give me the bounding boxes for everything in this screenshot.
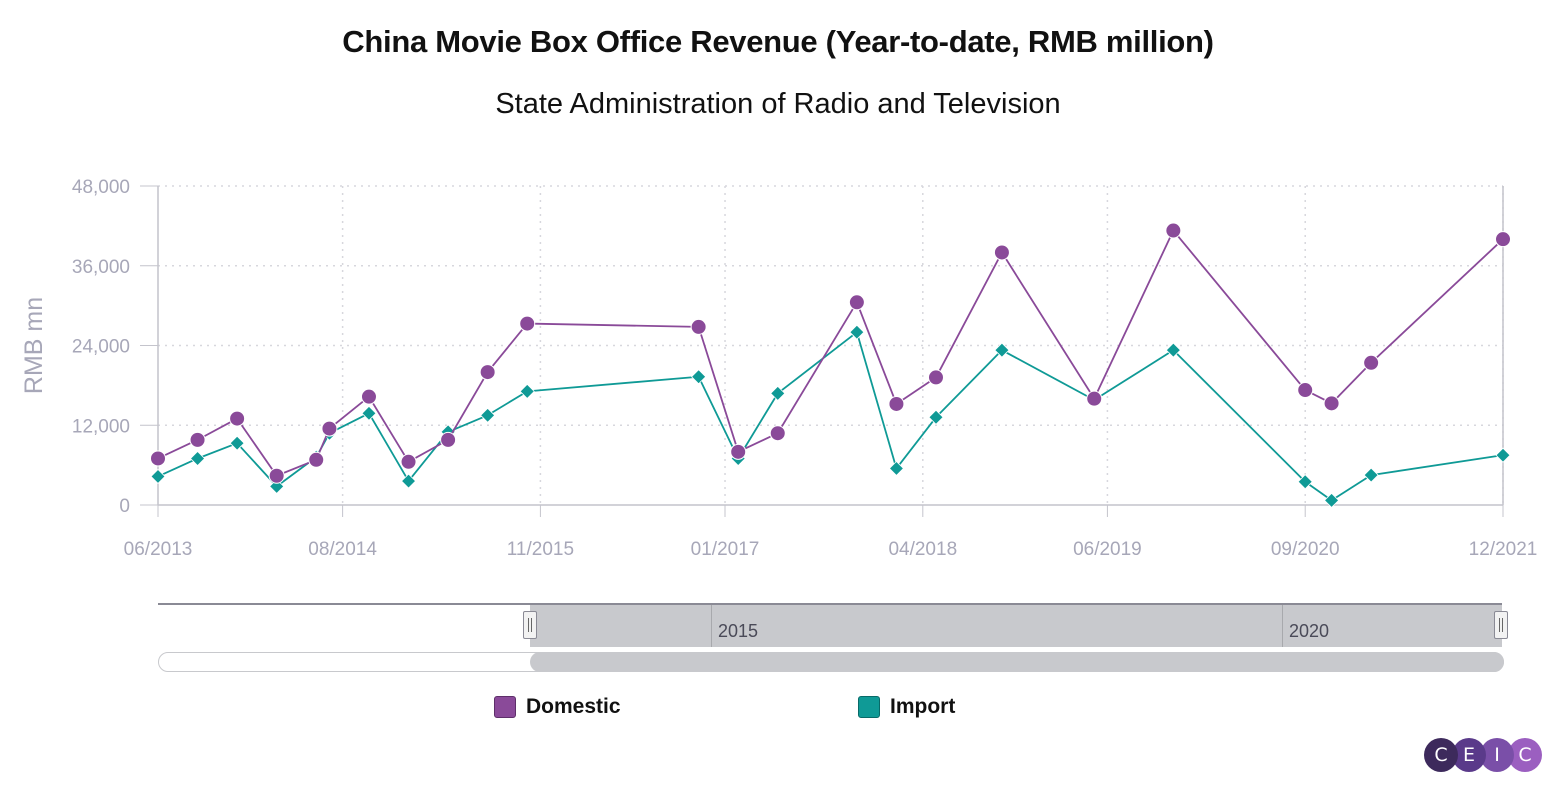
logo-letter: E xyxy=(1452,738,1486,772)
data-point-import xyxy=(928,409,944,425)
data-point-domestic xyxy=(1165,222,1182,239)
data-point-domestic xyxy=(1363,354,1380,371)
data-point-domestic xyxy=(730,443,747,460)
data-point-domestic xyxy=(360,388,377,405)
data-point-domestic xyxy=(888,395,905,412)
navigator-unselected-range xyxy=(158,603,530,647)
navigator-label-2020: 2020 xyxy=(1289,621,1330,641)
data-point-import xyxy=(994,342,1010,358)
data-point-domestic xyxy=(189,431,206,448)
x-tick-label: 11/2015 xyxy=(507,539,574,560)
y-axis-title: RMB mn xyxy=(20,297,48,394)
data-point-domestic xyxy=(268,467,285,484)
logo-letter: C xyxy=(1424,738,1458,772)
y-tick-label: 48,000 xyxy=(72,177,130,198)
data-point-domestic xyxy=(479,364,496,381)
chart-subtitle: State Administration of Radio and Televi… xyxy=(495,88,1061,120)
x-tick-label: 04/2018 xyxy=(888,539,957,560)
data-point-domestic xyxy=(1323,395,1340,412)
range-navigator[interactable]: 2015 2020 xyxy=(158,603,1508,647)
data-point-domestic xyxy=(519,315,536,332)
data-point-import xyxy=(849,324,865,340)
data-point-import xyxy=(1165,342,1181,358)
data-point-import xyxy=(1297,474,1313,490)
data-point-domestic xyxy=(927,369,944,386)
navigator-right-handle[interactable] xyxy=(1494,611,1508,639)
data-point-domestic xyxy=(150,450,166,467)
data-point-import xyxy=(150,468,166,484)
data-point-import xyxy=(361,405,377,421)
x-tick-label: 01/2017 xyxy=(691,539,760,560)
scrollbar-thumb[interactable] xyxy=(530,652,1504,672)
y-tick-label: 36,000 xyxy=(72,257,130,278)
series-line-import xyxy=(157,331,1504,502)
line-chart: 0 12,000 24,000 36,000 48,000 06/2013 08/2014 1… xyxy=(20,177,1537,560)
data-point-import xyxy=(480,407,496,423)
chart-title: China Movie Box Office Revenue (Year-to-… xyxy=(342,24,1214,59)
data-point-domestic xyxy=(690,318,707,335)
data-point-import xyxy=(519,383,535,399)
data-point-domestic xyxy=(993,244,1010,261)
data-point-domestic xyxy=(229,410,246,427)
x-tick-label: 06/2013 xyxy=(124,539,193,560)
data-point-import xyxy=(189,450,206,467)
data-point-domestic xyxy=(440,431,457,448)
navigator-divider xyxy=(1282,605,1283,647)
navigator-divider xyxy=(711,605,712,647)
data-point-domestic xyxy=(1495,231,1511,248)
legend-swatch-import xyxy=(858,696,880,718)
navigator-label-2015: 2015 xyxy=(718,621,759,641)
x-tick-label: 08/2014 xyxy=(308,539,377,560)
data-point-import xyxy=(229,435,245,451)
x-tick-label: 12/2021 xyxy=(1469,539,1538,560)
navigator-selected-range[interactable] xyxy=(530,603,1502,647)
data-point-import xyxy=(1495,447,1511,463)
data-point-domestic xyxy=(308,451,325,468)
data-point-domestic xyxy=(400,453,417,470)
x-tick-label: 09/2020 xyxy=(1271,539,1340,560)
data-point-import xyxy=(400,473,417,489)
y-tick-label: 12,000 xyxy=(72,416,130,437)
data-point-domestic xyxy=(848,294,865,311)
series xyxy=(150,222,1511,508)
y-tick-label: 0 xyxy=(119,496,130,517)
data-point-domestic xyxy=(769,425,786,442)
data-point-domestic xyxy=(321,420,338,437)
x-tick-label: 06/2019 xyxy=(1073,539,1142,560)
legend-label-domestic: Domestic xyxy=(526,695,621,718)
data-point-import xyxy=(888,460,904,477)
data-point-import xyxy=(1363,467,1379,483)
navigator-left-handle[interactable] xyxy=(523,611,537,639)
legend-label-import: Import xyxy=(890,695,956,718)
data-point-import xyxy=(770,385,786,401)
data-point-import xyxy=(1324,492,1340,508)
legend-item-import[interactable]: Import xyxy=(858,695,955,719)
data-point-domestic xyxy=(1297,382,1314,399)
axes: 0 12,000 24,000 36,000 48,000 06/2013 08/2014 1… xyxy=(20,177,1537,560)
legend-item-domestic[interactable]: Domestic xyxy=(494,695,621,719)
y-tick-label: 24,000 xyxy=(72,337,130,358)
data-point-domestic xyxy=(1086,390,1103,407)
data-point-import xyxy=(691,369,707,385)
grid-lines xyxy=(158,185,1504,505)
legend-swatch-domestic xyxy=(494,696,516,718)
